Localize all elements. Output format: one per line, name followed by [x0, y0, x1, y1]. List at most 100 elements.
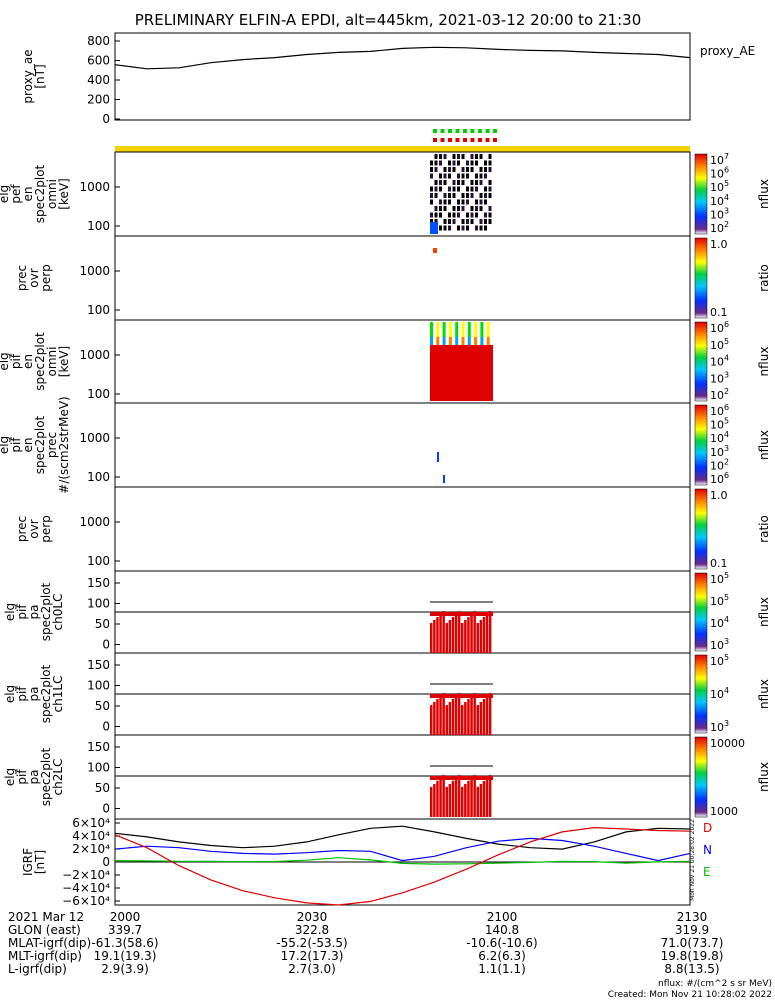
- spectrogram-cell: [439, 173, 442, 179]
- y-tick-label: 0: [102, 802, 110, 816]
- spectrogram-cell: [488, 180, 492, 185]
- spectrogram-cell: [488, 186, 492, 192]
- pa-spectrogram-cell: [448, 702, 452, 735]
- pa-spectrogram-cell: [461, 705, 464, 735]
- pa-spectrogram-cell: [457, 775, 461, 817]
- spectrogram-cell: [461, 199, 465, 205]
- spectrogram-cell: [452, 212, 456, 218]
- colorbar-label: ratio: [757, 515, 771, 543]
- science-zone-marker: [485, 129, 490, 133]
- spectrogram-cell: [443, 167, 447, 172]
- colorbar-exp: 6: [724, 471, 729, 480]
- spectrogram-cell: [466, 160, 469, 166]
- pa-spectrogram-cell: [467, 781, 470, 817]
- spectrogram-cell: [430, 193, 433, 198]
- y-axis-label: ch0LC: [51, 594, 65, 631]
- science-zone-marker: [433, 129, 437, 133]
- pa-spectrogram-cell: [485, 614, 489, 653]
- colorbar-label: nflux: [757, 762, 771, 792]
- pa-spectrogram-cell: [488, 693, 492, 735]
- colorbar-exp: 6: [724, 320, 729, 329]
- y-axis-label: ch1LC: [51, 676, 65, 713]
- spectrogram-cell: [461, 322, 465, 337]
- spectrogram-cell: [433, 248, 437, 253]
- y-axis-label: ovr: [27, 268, 41, 287]
- colorbar-exp: 3: [724, 637, 729, 646]
- science-zone-marker: [440, 138, 445, 142]
- colorbar: [694, 572, 708, 652]
- pa-spectrogram-cell: [433, 702, 436, 735]
- y-axis-label: elg: [3, 603, 17, 621]
- science-zone-marker: [493, 129, 497, 133]
- science-zone-marker: [463, 129, 467, 133]
- panel-frame: [114, 319, 691, 404]
- spectrogram-cell: [461, 180, 465, 185]
- series-line-B: [114, 826, 691, 906]
- colorbar-tick: 102: [710, 220, 729, 235]
- spectrogram-cell: [484, 167, 487, 172]
- colorbar-tick: 10000: [710, 737, 745, 750]
- y-tick-label: 400: [87, 73, 110, 87]
- time-axis-cell: L-igrf(dip): [8, 962, 67, 976]
- science-zone-marker: [463, 138, 467, 142]
- spectrogram-cell: [470, 160, 474, 166]
- pa-spectrogram-cell: [451, 699, 455, 735]
- y-axis-label: perp: [39, 264, 53, 292]
- y-tick-label: −4×10⁴: [62, 881, 110, 895]
- pa-spectrogram-cell: [454, 696, 458, 735]
- colorbar: [694, 237, 708, 319]
- colorbar-exp: 3: [724, 719, 729, 728]
- colorbar-label: nflux: [757, 347, 771, 377]
- y-axis-label: pa: [27, 605, 41, 620]
- panel-frame: [114, 151, 691, 237]
- series-legend: proxy_AE: [700, 44, 755, 58]
- y-tick-label: 50: [95, 781, 110, 795]
- y-axis-label: [keV]: [57, 346, 71, 377]
- colorbar-tick: 0.1: [710, 557, 728, 570]
- spectrogram-cell: [484, 160, 487, 166]
- spectrogram-cell: [488, 193, 492, 198]
- colorbar-tick: 106: [710, 471, 729, 486]
- spectrogram-cell: [461, 219, 465, 224]
- spectrogram-cell: [434, 219, 438, 224]
- y-axis-label: elg: [0, 436, 11, 454]
- spectrogram-cell: [466, 225, 469, 231]
- time-axis-cell: 2.9(3.9): [101, 962, 149, 976]
- colorbar: [694, 654, 708, 734]
- y-tick-label: 100: [87, 470, 110, 484]
- y-axis-label: pa: [27, 687, 41, 702]
- pa-spectrogram-cell: [439, 778, 442, 817]
- pa-spectrogram-cell: [467, 699, 470, 735]
- time-axis-cell: 2130: [677, 910, 708, 924]
- y-tick-label: 50: [95, 617, 110, 631]
- science-zone-marker: [478, 138, 482, 142]
- spectrogram-cell: [430, 199, 433, 205]
- spectrogram-cell: [430, 337, 433, 345]
- spectrogram-cell: [430, 212, 433, 218]
- y-tick-label: 100: [87, 219, 110, 233]
- time-axis-cell: 17.2(17.3): [281, 949, 344, 963]
- colorbar-tick: 1.0: [710, 238, 728, 251]
- spectrogram-cell: [439, 206, 442, 211]
- spectrogram-cell: [430, 173, 433, 179]
- spectrogram-cell: [484, 173, 487, 179]
- spectrogram-cell: [479, 173, 483, 179]
- spectrogram-cell: [480, 337, 484, 345]
- spectrogram-cell: [475, 206, 478, 211]
- y-axis-label: pa: [27, 770, 41, 785]
- colorbar-tick: 105: [710, 571, 729, 586]
- y-tick-label: 50: [95, 699, 110, 713]
- colorbar: [694, 404, 708, 486]
- spectrogram-cell: [452, 167, 456, 172]
- time-axis-cell: 2000: [110, 910, 141, 924]
- pa-spectrogram-cell: [464, 620, 467, 653]
- spectrogram-cell: [439, 180, 442, 185]
- y-axis-label: ch2LC: [51, 759, 65, 796]
- spectrogram-cell: [437, 452, 439, 462]
- spectrogram-cell: [484, 219, 487, 224]
- pa-spectrogram-cell: [488, 775, 492, 817]
- y-axis-label: perp: [39, 515, 53, 543]
- spectrogram-cell: [474, 337, 478, 345]
